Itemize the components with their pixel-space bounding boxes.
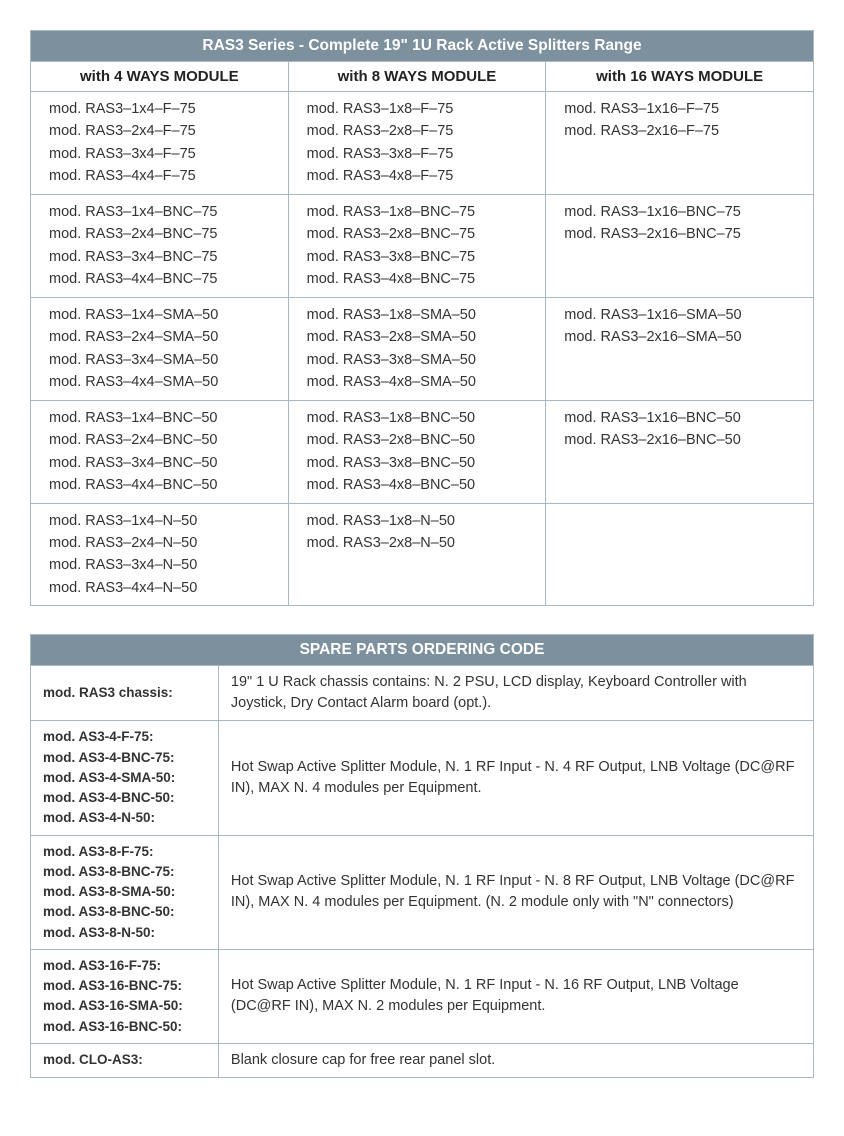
model-code: mod. RAS3–2x4–N–50 — [49, 532, 270, 554]
spare-label-cell: mod. AS3-4-F-75:mod. AS3-4-BNC-75:mod. A… — [31, 721, 219, 835]
model-code: mod. RAS3–3x4–SMA–50 — [49, 349, 270, 371]
model-code: mod. RAS3–4x4–BNC–75 — [49, 268, 270, 290]
range-cell: mod. RAS3–1x4–N–50mod. RAS3–2x4–N–50mod.… — [31, 503, 289, 606]
model-code: mod. RAS3–2x16–BNC–75 — [564, 223, 795, 245]
spare-desc-cell: Hot Swap Active Splitter Module, N. 1 RF… — [218, 949, 813, 1043]
model-code: mod. RAS3–4x4–SMA–50 — [49, 371, 270, 393]
range-cell: mod. RAS3–1x8–SMA–50mod. RAS3–2x8–SMA–50… — [288, 297, 546, 400]
model-code: mod. RAS3–1x8–N–50 — [307, 510, 528, 532]
range-cell: mod. RAS3–1x4–BNC–50mod. RAS3–2x4–BNC–50… — [31, 400, 289, 503]
model-code: mod. RAS3–2x4–BNC–50 — [49, 429, 270, 451]
range-cell: mod. RAS3–1x8–BNC–75mod. RAS3–2x8–BNC–75… — [288, 194, 546, 297]
model-code: mod. RAS3–1x16–BNC–75 — [564, 201, 795, 223]
model-code: mod. RAS3–1x16–BNC–50 — [564, 407, 795, 429]
spare-label-cell: mod. CLO-AS3: — [31, 1043, 219, 1077]
model-code: mod. RAS3–3x8–F–75 — [307, 143, 528, 165]
range-cell: mod. RAS3–1x4–F–75mod. RAS3–2x4–F–75mod.… — [31, 92, 289, 195]
model-code: mod. RAS3–2x8–BNC–50 — [307, 429, 528, 451]
spare-desc-cell: Hot Swap Active Splitter Module, N. 1 RF… — [218, 835, 813, 949]
range-col-header-1: with 4 WAYS MODULE — [31, 62, 289, 92]
range-cell: mod. RAS3–1x16–BNC–50mod. RAS3–2x16–BNC–… — [546, 400, 814, 503]
model-code: mod. RAS3–1x8–BNC–50 — [307, 407, 528, 429]
spare-part-code: mod. AS3-16-F-75: — [43, 956, 206, 976]
model-code: mod. RAS3–4x8–SMA–50 — [307, 371, 528, 393]
model-code: mod. RAS3–1x4–F–75 — [49, 98, 270, 120]
spare-part-code: mod. AS3-8-BNC-50: — [43, 902, 206, 922]
model-code: mod. RAS3–3x8–BNC–75 — [307, 246, 528, 268]
range-cell: mod. RAS3–1x16–F–75mod. RAS3–2x16–F–75 — [546, 92, 814, 195]
model-code: mod. RAS3–2x8–BNC–75 — [307, 223, 528, 245]
model-code: mod. RAS3–4x8–F–75 — [307, 165, 528, 187]
spare-part-code: mod. AS3-8-F-75: — [43, 842, 206, 862]
model-code: mod. RAS3–3x4–F–75 — [49, 143, 270, 165]
model-code: mod. RAS3–3x4–N–50 — [49, 554, 270, 576]
range-table-title: RAS3 Series - Complete 19" 1U Rack Activ… — [31, 31, 814, 62]
model-code: mod. RAS3–2x4–SMA–50 — [49, 326, 270, 348]
model-code: mod. RAS3–4x8–BNC–75 — [307, 268, 528, 290]
model-code: mod. RAS3–2x16–SMA–50 — [564, 326, 795, 348]
spare-label-cell: mod. AS3-8-F-75:mod. AS3-8-BNC-75:mod. A… — [31, 835, 219, 949]
spare-desc-cell: Blank closure cap for free rear panel sl… — [218, 1043, 813, 1077]
range-cell: mod. RAS3–1x8–N–50mod. RAS3–2x8–N–50 — [288, 503, 546, 606]
model-code: mod. RAS3–2x8–SMA–50 — [307, 326, 528, 348]
spare-desc-cell: 19" 1 U Rack chassis contains: N. 2 PSU,… — [218, 666, 813, 721]
spare-desc-cell: Hot Swap Active Splitter Module, N. 1 RF… — [218, 721, 813, 835]
spare-label-cell: mod. AS3-16-F-75:mod. AS3-16-BNC-75:mod.… — [31, 949, 219, 1043]
model-code: mod. RAS3–1x8–SMA–50 — [307, 304, 528, 326]
range-col-header-2: with 8 WAYS MODULE — [288, 62, 546, 92]
model-code: mod. RAS3–1x16–SMA–50 — [564, 304, 795, 326]
spare-part-code: mod. AS3-16-BNC-75: — [43, 976, 206, 996]
spare-table: SPARE PARTS ORDERING CODE mod. RAS3 chas… — [30, 634, 814, 1078]
spare-part-code: mod. AS3-8-N-50: — [43, 923, 206, 943]
model-code: mod. RAS3–2x16–BNC–50 — [564, 429, 795, 451]
range-col-header-3: with 16 WAYS MODULE — [546, 62, 814, 92]
range-cell — [546, 503, 814, 606]
model-code: mod. RAS3–1x16–F–75 — [564, 98, 795, 120]
range-cell: mod. RAS3–1x4–SMA–50mod. RAS3–2x4–SMA–50… — [31, 297, 289, 400]
spare-part-code: mod. AS3-4-F-75: — [43, 727, 206, 747]
spare-part-code: mod. AS3-4-SMA-50: — [43, 768, 206, 788]
spare-part-code: mod. AS3-4-N-50: — [43, 808, 206, 828]
spare-part-code: mod. AS3-4-BNC-50: — [43, 788, 206, 808]
model-code: mod. RAS3–1x4–SMA–50 — [49, 304, 270, 326]
spare-part-code: mod. AS3-4-BNC-75: — [43, 748, 206, 768]
spare-part-code: mod. AS3-16-SMA-50: — [43, 996, 206, 1016]
range-cell: mod. RAS3–1x8–BNC–50mod. RAS3–2x8–BNC–50… — [288, 400, 546, 503]
model-code: mod. RAS3–3x4–BNC–75 — [49, 246, 270, 268]
range-cell: mod. RAS3–1x4–BNC–75mod. RAS3–2x4–BNC–75… — [31, 194, 289, 297]
range-table: RAS3 Series - Complete 19" 1U Rack Activ… — [30, 30, 814, 606]
spare-part-code: mod. AS3-8-BNC-75: — [43, 862, 206, 882]
spare-table-title: SPARE PARTS ORDERING CODE — [31, 635, 814, 666]
model-code: mod. RAS3–1x8–BNC–75 — [307, 201, 528, 223]
model-code: mod. RAS3–1x8–F–75 — [307, 98, 528, 120]
model-code: mod. RAS3–2x16–F–75 — [564, 120, 795, 142]
range-cell: mod. RAS3–1x16–BNC–75mod. RAS3–2x16–BNC–… — [546, 194, 814, 297]
spare-label-cell: mod. RAS3 chassis: — [31, 666, 219, 721]
model-code: mod. RAS3–1x4–N–50 — [49, 510, 270, 532]
model-code: mod. RAS3–4x4–BNC–50 — [49, 474, 270, 496]
model-code: mod. RAS3–2x4–F–75 — [49, 120, 270, 142]
model-code: mod. RAS3–2x4–BNC–75 — [49, 223, 270, 245]
range-cell: mod. RAS3–1x16–SMA–50mod. RAS3–2x16–SMA–… — [546, 297, 814, 400]
model-code: mod. RAS3–2x8–N–50 — [307, 532, 528, 554]
model-code: mod. RAS3–2x8–F–75 — [307, 120, 528, 142]
model-code: mod. RAS3–3x8–SMA–50 — [307, 349, 528, 371]
model-code: mod. RAS3–1x4–BNC–50 — [49, 407, 270, 429]
model-code: mod. RAS3–3x4–BNC–50 — [49, 452, 270, 474]
range-cell: mod. RAS3–1x8–F–75mod. RAS3–2x8–F–75mod.… — [288, 92, 546, 195]
model-code: mod. RAS3–4x8–BNC–50 — [307, 474, 528, 496]
spare-part-code: mod. RAS3 chassis: — [43, 683, 206, 703]
spare-part-code: mod. AS3-8-SMA-50: — [43, 882, 206, 902]
model-code: mod. RAS3–4x4–F–75 — [49, 165, 270, 187]
spare-part-code: mod. CLO-AS3: — [43, 1050, 206, 1070]
model-code: mod. RAS3–4x4–N–50 — [49, 577, 270, 599]
model-code: mod. RAS3–3x8–BNC–50 — [307, 452, 528, 474]
model-code: mod. RAS3–1x4–BNC–75 — [49, 201, 270, 223]
spare-part-code: mod. AS3-16-BNC-50: — [43, 1017, 206, 1037]
